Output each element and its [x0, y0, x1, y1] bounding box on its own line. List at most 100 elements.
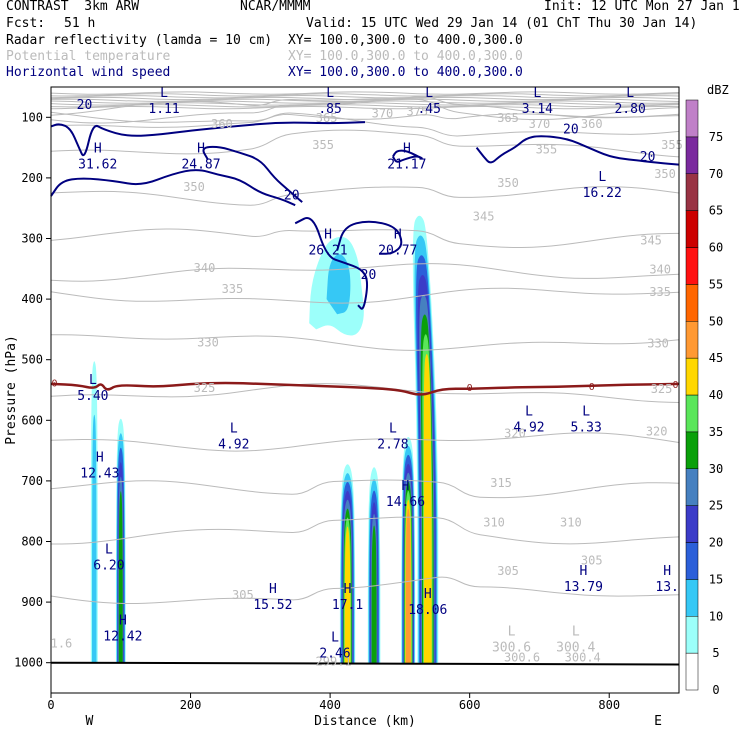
- y-axis-title: Pressure (hPa): [4, 335, 19, 445]
- y-tick-label: 500: [21, 353, 43, 367]
- colorbar-swatch-0: [685, 652, 699, 691]
- colorbar-level-label: 75: [709, 130, 723, 144]
- colorbar-level-label: 55: [709, 277, 723, 291]
- colorbar-swatch-55: [685, 247, 699, 285]
- wind-contour-20-6: [475, 135, 680, 166]
- colorbar-level-label: 30: [709, 462, 723, 476]
- colorbar-swatch-40: [685, 357, 699, 396]
- extremum-value: 2.46: [319, 647, 350, 662]
- theta-label: 360: [581, 117, 603, 131]
- extremum-kind: L: [572, 625, 580, 640]
- theta-stratosphere-contour-4: [50, 96, 680, 101]
- extremum-kind: H: [96, 451, 104, 466]
- colorbar-level-label: 5: [712, 646, 719, 660]
- forecast-hour: 51 h: [64, 16, 96, 31]
- extremum-value: 15.52: [253, 598, 292, 613]
- theta-label: 365: [497, 111, 519, 125]
- terrain-line: [50, 661, 680, 666]
- extremum-value: 16.22: [583, 186, 622, 201]
- zero-wind-label: 0: [672, 380, 678, 391]
- extremum-kind: H: [119, 614, 127, 629]
- colorbar-swatch-30: [685, 431, 699, 469]
- extremum-kind: H: [324, 228, 332, 243]
- colorbar-level-label: 25: [709, 499, 723, 513]
- colorbar-level-label: 65: [709, 204, 723, 218]
- extremum-value: 2.80: [614, 102, 645, 117]
- theta-label: 335: [222, 282, 244, 296]
- ground-line: [50, 661, 680, 666]
- extremum-kind: L: [582, 405, 590, 420]
- extremum-kind: L: [598, 170, 606, 185]
- extremum-value: 4.92: [513, 421, 544, 436]
- theta-contour-330: [50, 334, 680, 351]
- extremum-value: 1.11: [148, 102, 179, 117]
- zero-wind-line: [50, 381, 680, 396]
- reflectivity-cell-4-level-6: [371, 525, 377, 663]
- theta-label: 355: [312, 138, 334, 152]
- east-label: E: [654, 714, 662, 729]
- y-tick-label: 400: [21, 292, 43, 306]
- theta-contour-335: [50, 287, 680, 304]
- reflectivity-cell-6-level-8: [423, 354, 432, 663]
- extremum-value: 24.87: [181, 158, 220, 173]
- theta-label: 350: [654, 167, 676, 181]
- theta-contour-355: [50, 129, 680, 158]
- wind-contour-label: 20: [284, 189, 300, 204]
- theta-stratosphere-contour-6: [50, 100, 680, 104]
- extremum-kind: L: [326, 86, 334, 101]
- field-theta-xy: XY= 100.0,300.0 to 400.0,300.0: [288, 49, 523, 64]
- theta-label: 1.6: [51, 637, 73, 651]
- colorbar-level-label: 20: [709, 536, 723, 550]
- extremum-value: 3.14: [522, 102, 553, 117]
- extremum-value: 300.4: [556, 641, 595, 656]
- wind-contour-20-3: [202, 145, 303, 203]
- theta-label: 330: [647, 337, 669, 351]
- theta-label: 365: [316, 111, 338, 125]
- theta-stratosphere-contour-3: [50, 95, 680, 99]
- zero-wind-label: 0: [589, 382, 595, 393]
- extremum-kind: H: [579, 564, 587, 579]
- extremum-value: 13.: [655, 580, 678, 595]
- extremum-kind: L: [89, 373, 97, 388]
- colorbar-level-label: 0: [712, 683, 719, 697]
- colorbar-swatch-20: [685, 505, 699, 543]
- forecast-label: Fcst:: [6, 16, 46, 31]
- theta-stratosphere-contour-7: [50, 102, 680, 106]
- extremum-value: 14.66: [386, 495, 425, 510]
- reflectivity-cell-2-level-6: [118, 491, 123, 663]
- colorbar-level-label: 45: [709, 351, 723, 365]
- colorbar-swatch-25: [685, 468, 699, 506]
- colorbar-swatch-15: [685, 542, 699, 580]
- theta-label: 305: [232, 588, 254, 602]
- extremum-value: 26.21: [308, 244, 347, 259]
- extremum-value: 12.43: [80, 467, 119, 482]
- colorbar-swatch-35: [685, 394, 699, 433]
- colorbar-unit: dBZ: [707, 83, 729, 97]
- wind-contour-20-7: [392, 149, 423, 163]
- theta-label: 330: [197, 335, 219, 349]
- theta-label: 310: [483, 515, 505, 529]
- extremum-value: 17.1: [332, 598, 363, 613]
- extremum-kind: H: [403, 142, 411, 157]
- extremum-kind: H: [344, 582, 352, 597]
- extremum-value: 5.33: [571, 421, 602, 436]
- theta-label: 325: [651, 382, 673, 396]
- valid-time: Valid: 15 UTC Wed 29 Jan 14 (01 ChT Thu …: [306, 16, 698, 31]
- colorbar-level-label: 60: [709, 241, 723, 255]
- wind-contour-label: 20: [361, 268, 377, 283]
- extremum-value: 20.77: [378, 244, 417, 259]
- extremum-value: 2.78: [377, 438, 408, 453]
- field-wind-name: Horizontal wind speed: [6, 65, 171, 80]
- theta-label: 299.1: [316, 655, 352, 669]
- theta-label: 310: [560, 515, 582, 529]
- theta-label: 315: [490, 476, 512, 490]
- y-tick-label: 900: [21, 595, 43, 609]
- x-tick-label: 400: [319, 698, 341, 712]
- theta-label: 305: [497, 564, 519, 578]
- theta-stratosphere-contour-9: [50, 105, 680, 110]
- theta-contour-305: [50, 576, 680, 605]
- extremum-kind: H: [94, 142, 102, 157]
- theta-label: 350: [183, 180, 205, 194]
